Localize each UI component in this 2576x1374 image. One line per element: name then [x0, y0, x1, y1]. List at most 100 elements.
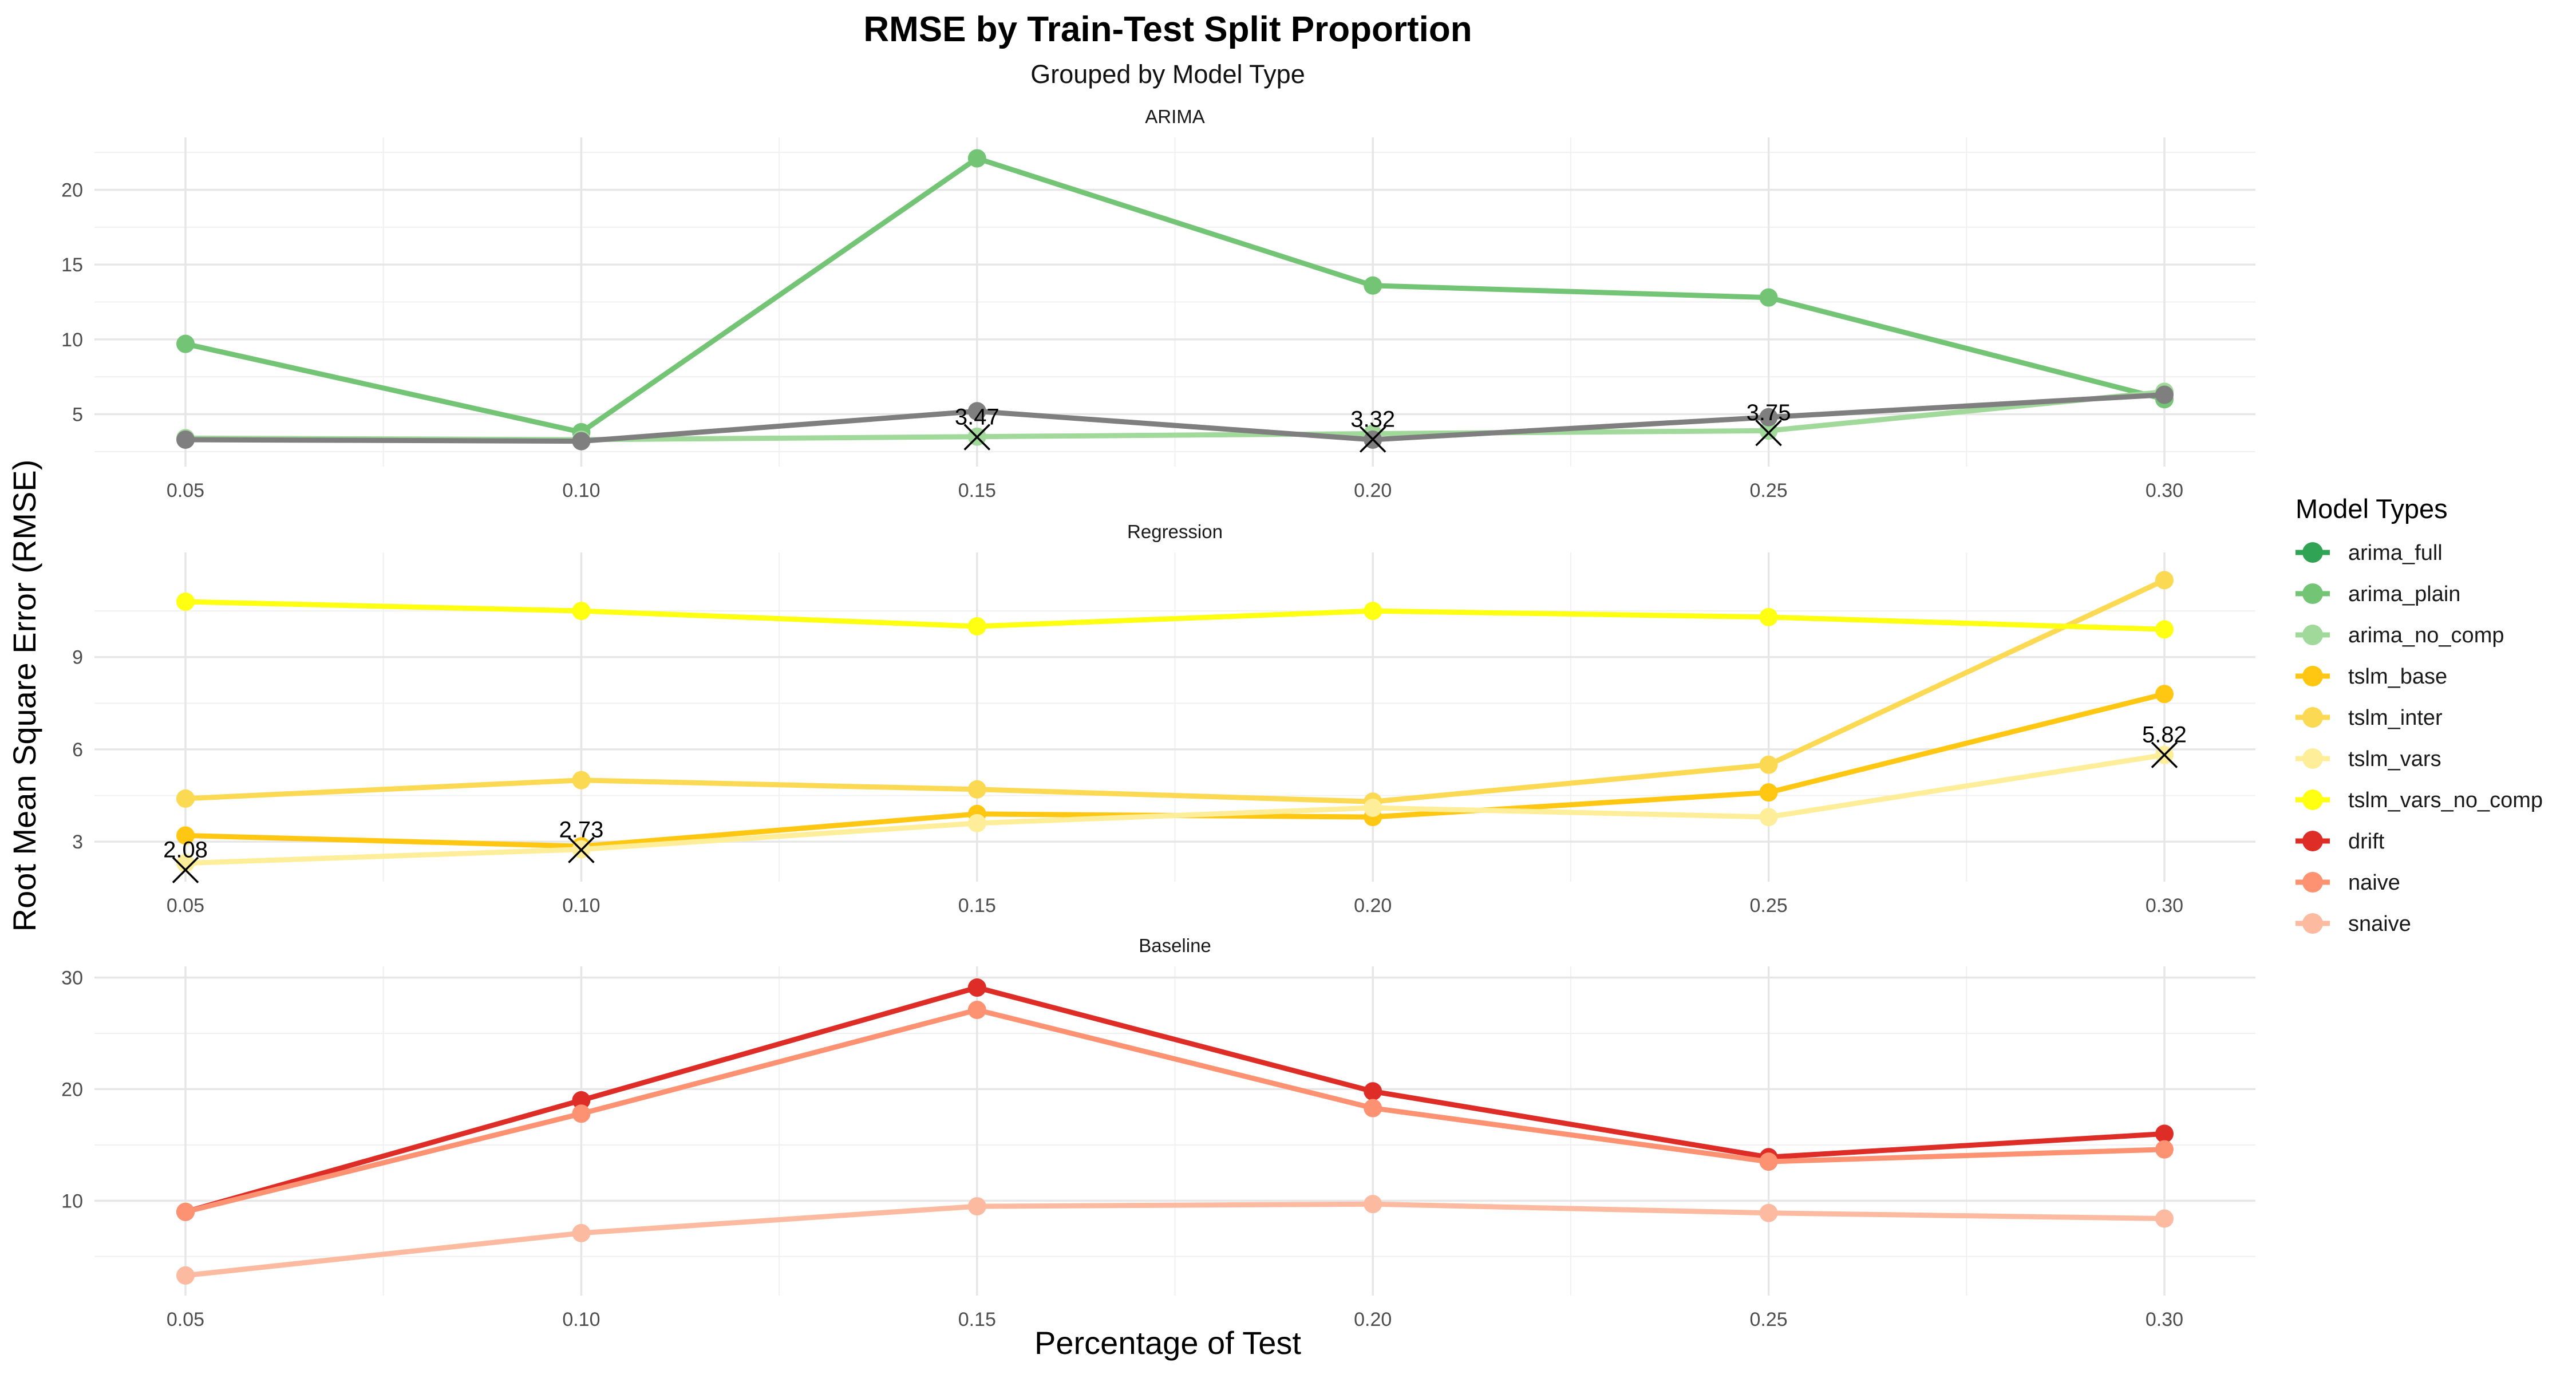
- legend-key-point: [2302, 789, 2323, 810]
- data-point: [967, 780, 986, 799]
- data-point: [176, 1266, 195, 1285]
- panel-strip-title: Regression: [1127, 521, 1223, 542]
- data-point: [572, 432, 591, 451]
- data-point: [2155, 571, 2174, 590]
- x-tick-label: 0.30: [2146, 1309, 2183, 1330]
- legend-key-point: [2302, 831, 2323, 851]
- data-point: [1759, 783, 1778, 802]
- series-snaive: [176, 1195, 2174, 1285]
- legend-item-snaive: snaive: [2296, 912, 2411, 936]
- legend-label: snaive: [2348, 912, 2411, 936]
- data-point: [176, 854, 195, 872]
- x-marker-stroke: [568, 836, 595, 863]
- data-point: [2155, 385, 2174, 404]
- series-line: [183, 599, 2167, 632]
- x-tick-label: 0.10: [562, 895, 600, 917]
- data-point: [572, 771, 591, 789]
- x-marker-stroke: [172, 856, 199, 883]
- series-line: [183, 985, 2167, 1215]
- data-point: [967, 978, 986, 997]
- best-point-label: 3.47: [955, 405, 999, 430]
- legend-label: tslm_inter: [2348, 706, 2443, 730]
- series-naive: [176, 1001, 2174, 1221]
- legend-key-point: [2302, 583, 2323, 604]
- best-point-marker: 2.08: [163, 838, 208, 883]
- panel-baseline: Baseline 0.05 0.10 0.15 0.20 0.25 0.30 10 20 30: [61, 935, 2255, 1330]
- data-point: [2155, 1124, 2174, 1143]
- best-point-marker: 3.47: [955, 405, 999, 451]
- data-point: [176, 1202, 195, 1221]
- y-tick-label: 30: [61, 967, 83, 989]
- x-marker-stroke: [1755, 419, 1782, 447]
- data-point: [1364, 1195, 1382, 1214]
- x-tick-label: 0.25: [1749, 480, 1787, 502]
- data-point: [572, 1223, 591, 1242]
- data-point: [1759, 408, 1778, 427]
- x-tick-label: 0.10: [562, 480, 600, 502]
- legend-key-point: [2302, 542, 2323, 563]
- data-point: [1759, 1203, 1778, 1222]
- x-marker-stroke: [2151, 741, 2178, 768]
- best-point-label: 3.32: [1350, 406, 1395, 432]
- y-tick-label: 20: [61, 179, 83, 201]
- y-tick-label: 10: [61, 1190, 83, 1212]
- series-tslm_vars_no_comp: [176, 592, 2174, 639]
- data-point: [1364, 602, 1382, 621]
- legend-key-point: [2302, 748, 2323, 769]
- x-axis-title: Percentage of Test: [1034, 1325, 1301, 1361]
- panel-strip-title: ARIMA: [1145, 106, 1205, 127]
- y-tick-label: 20: [61, 1079, 83, 1100]
- best-point-label: 2.08: [163, 838, 208, 863]
- legend-label: tslm_vars_no_comp: [2348, 788, 2543, 812]
- data-point: [1364, 1099, 1382, 1118]
- data-point: [176, 430, 195, 449]
- legend: Model Types arima_full arima_plain arima_n…: [2296, 493, 2543, 936]
- best-point-marker: 5.82: [2142, 722, 2187, 768]
- legend-key-point: [2302, 625, 2323, 645]
- chart-subtitle: Grouped by Model Type: [1030, 60, 1305, 89]
- data-point: [572, 1091, 591, 1110]
- series-line: [183, 577, 2167, 804]
- data-point: [176, 826, 195, 845]
- chart-title: RMSE by Train-Test Split Proportion: [863, 10, 1472, 49]
- data-point: [2155, 1209, 2174, 1228]
- legend-label: arima_full: [2348, 541, 2443, 565]
- y-tick-label: 5: [72, 404, 83, 426]
- series-line: [183, 1007, 2167, 1215]
- legend-label: arima_no_comp: [2348, 623, 2504, 647]
- panel-strip-title: Baseline: [1139, 935, 1211, 956]
- legend-item-tslm_vars: tslm_vars: [2296, 747, 2441, 771]
- legend-key-point: [2302, 913, 2323, 934]
- x-marker-stroke: [1359, 426, 1386, 453]
- panel-arima: ARIMA 0.05 0.10 0.15 0.20 0.25 0.30 5 10 15 20 3.47…: [61, 106, 2255, 502]
- legend-item-naive: naive: [2296, 871, 2400, 895]
- y-tick-label: 15: [61, 254, 83, 276]
- legend-key-point: [2302, 666, 2323, 686]
- legend-label: tslm_vars: [2348, 747, 2441, 771]
- best-point-label: 2.73: [559, 818, 603, 843]
- best-point-label: 5.82: [2142, 722, 2187, 748]
- data-point: [176, 789, 195, 808]
- data-point: [1759, 288, 1778, 307]
- x-tick-label: 0.30: [2146, 480, 2183, 502]
- legend-key-point: [2302, 707, 2323, 728]
- data-point: [2155, 685, 2174, 704]
- data-point: [967, 149, 986, 168]
- x-tick-label: 0.05: [167, 1309, 204, 1330]
- best-point-marker: 2.73: [559, 818, 603, 863]
- legend-title: Model Types: [2296, 493, 2448, 524]
- series-line: [183, 156, 2167, 435]
- legend-item-tslm_base: tslm_base: [2296, 665, 2447, 689]
- y-tick-label: 6: [72, 739, 83, 761]
- data-point: [176, 334, 195, 353]
- y-tick-label: 10: [61, 329, 83, 351]
- series-line: [183, 392, 2167, 444]
- legend-label: drift: [2348, 830, 2385, 854]
- data-point: [967, 814, 986, 832]
- x-tick-label: 0.10: [562, 1309, 600, 1330]
- data-point: [967, 402, 986, 421]
- legend-label: naive: [2348, 871, 2400, 895]
- y-tick-label: 9: [72, 647, 83, 669]
